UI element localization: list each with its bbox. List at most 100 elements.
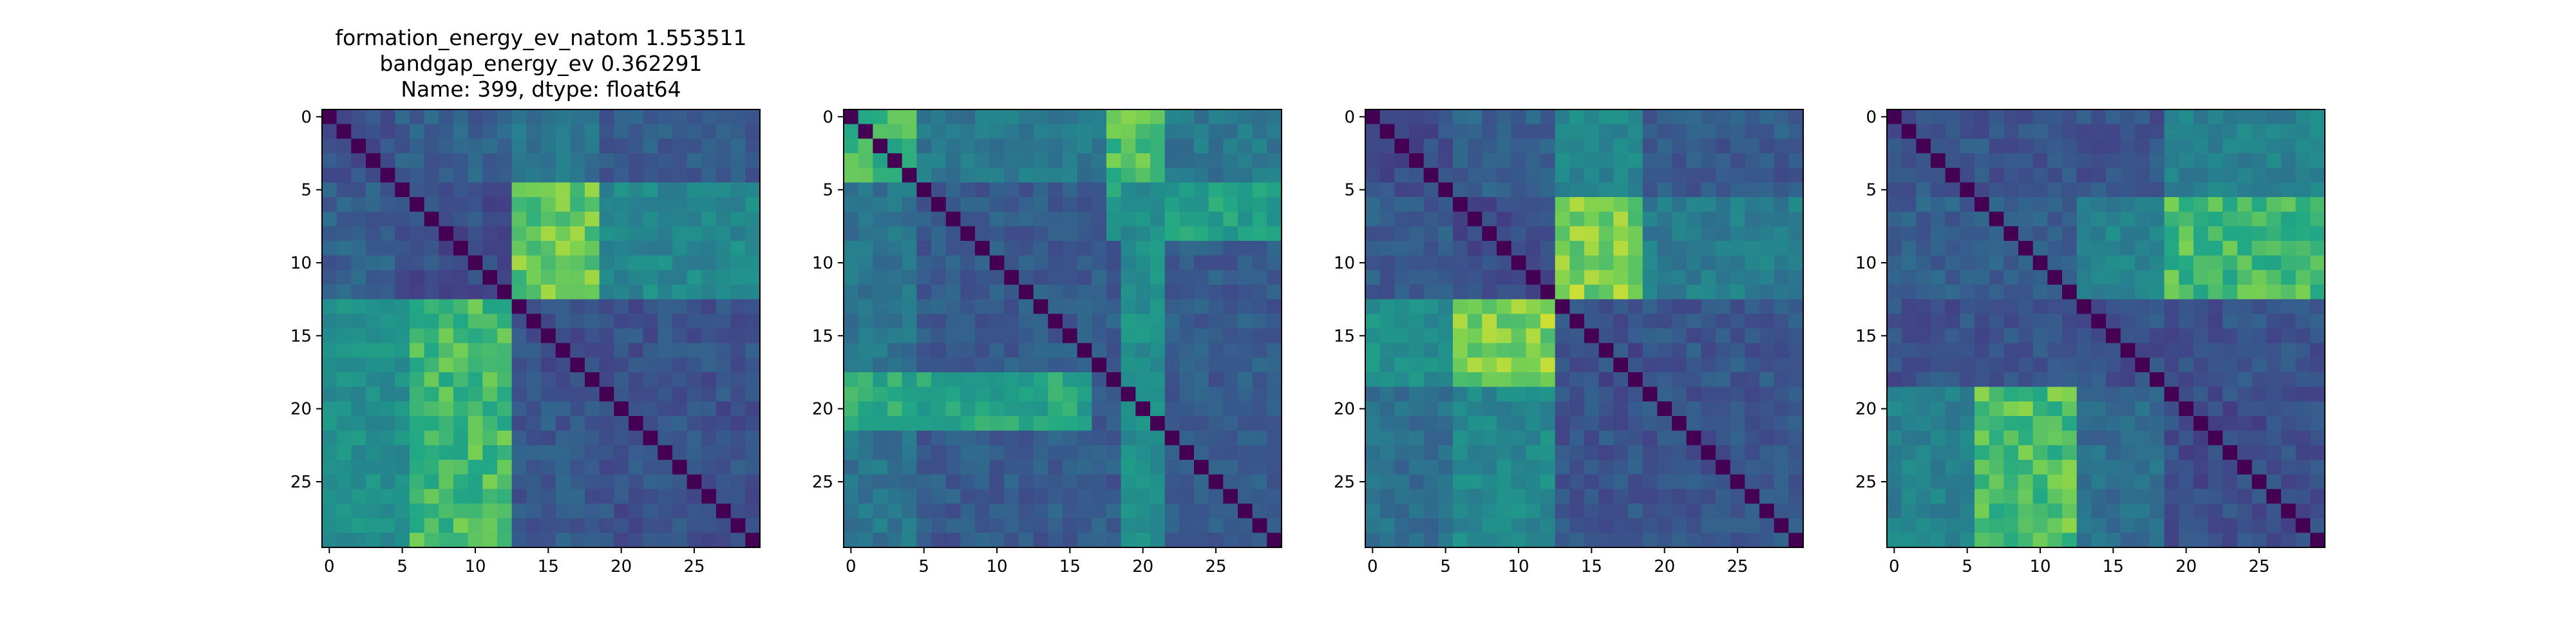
heatmap-cell	[2106, 182, 2121, 198]
heatmap-cell	[1223, 372, 1238, 388]
heatmap-cell	[541, 285, 556, 300]
heatmap-cell	[1208, 504, 1224, 519]
heatmap-cell	[2281, 474, 2297, 489]
heatmap-cell	[2032, 489, 2048, 504]
heatmap-cell	[1788, 211, 1804, 227]
heatmap-cell	[2135, 343, 2150, 358]
heatmap-cell	[1497, 430, 1512, 446]
heatmap-cell	[1716, 518, 1731, 533]
heatmap-cell	[1208, 270, 1224, 285]
heatmap-cell	[643, 124, 658, 139]
heatmap-cell	[1745, 153, 1760, 169]
heatmap-cell	[858, 328, 873, 344]
heatmap-cell	[2266, 372, 2282, 388]
heatmap-cell	[902, 357, 917, 373]
heatmap-cell	[1179, 460, 1195, 475]
heatmap-cell	[1759, 124, 1775, 139]
heatmap-cell	[902, 460, 917, 475]
heatmap-cell	[424, 314, 439, 329]
heatmap-cell	[2135, 167, 2150, 183]
heatmap-cell	[1379, 299, 1395, 314]
heatmap-cell	[1745, 167, 1760, 183]
heatmap-cell	[2076, 241, 2092, 256]
heatmap-cell	[1672, 211, 1687, 227]
heatmap-cell	[1975, 445, 1990, 460]
y-tick-label: 0	[301, 108, 312, 127]
heatmap-cell	[1901, 197, 1917, 213]
heatmap-cell	[439, 357, 454, 373]
heatmap-cell	[902, 167, 917, 183]
heatmap-cell	[658, 401, 673, 417]
x-tick-label: 20	[2175, 557, 2197, 576]
heatmap-cell	[687, 489, 702, 504]
heatmap-cell	[599, 489, 614, 504]
heatmap-cell	[1453, 386, 1468, 402]
heatmap-cell	[1135, 401, 1151, 417]
heatmap-cell	[887, 518, 903, 533]
heatmap-cell	[945, 386, 961, 402]
heatmap-cell	[2193, 226, 2209, 242]
heatmap-cell	[687, 474, 702, 489]
heatmap-cell	[585, 430, 600, 446]
heatmap-cell	[380, 401, 395, 417]
heatmap-cell	[2062, 518, 2078, 533]
heatmap-cell	[1033, 386, 1048, 402]
heatmap-cell	[1526, 138, 1541, 154]
heatmap-cell	[1730, 401, 1745, 417]
heatmap-cell	[2003, 386, 2019, 402]
heatmap-cell	[1759, 314, 1775, 329]
heatmap-cell	[1135, 386, 1151, 402]
heatmap-cell	[1945, 314, 1960, 329]
heatmap-cell	[873, 167, 888, 183]
heatmap-cell	[1628, 430, 1643, 446]
heatmap-cell	[614, 474, 629, 489]
heatmap-cell	[1945, 357, 1960, 373]
heatmap-cell	[1121, 153, 1136, 169]
heatmap-cell	[2106, 153, 2121, 169]
heatmap-cell	[526, 211, 542, 227]
heatmap-cell	[1901, 153, 1917, 169]
heatmap-cell	[1759, 474, 1775, 489]
heatmap-cell	[1365, 314, 1381, 329]
heatmap-cell	[1540, 197, 1556, 213]
heatmap-cell	[1598, 430, 1614, 446]
heatmap-cell	[2106, 197, 2121, 213]
heatmap-cell	[453, 285, 469, 300]
plot-frame	[1886, 109, 2325, 548]
heatmap-cell	[453, 299, 469, 314]
heatmap-cell	[1179, 445, 1195, 460]
heatmap-cell	[1033, 518, 1048, 533]
heatmap-cell	[1989, 182, 2004, 198]
heatmap-cell	[1701, 533, 1716, 548]
heatmap-cell	[1945, 153, 1960, 169]
heatmap-cell	[672, 241, 688, 256]
heatmap-cell	[916, 167, 932, 183]
heatmap-cell	[1092, 372, 1107, 388]
heatmap-cell	[585, 343, 600, 358]
heatmap-cell	[1642, 153, 1658, 169]
heatmap-cell	[1931, 343, 1946, 358]
heatmap-cell	[1916, 285, 1931, 300]
heatmap-cell	[2076, 518, 2092, 533]
heatmap-cell	[1164, 285, 1180, 300]
heatmap-cell	[1106, 386, 1122, 402]
heatmap-cell	[1672, 372, 1687, 388]
heatmap-cell	[395, 109, 410, 125]
heatmap-cell	[1759, 533, 1775, 548]
heatmap-cell	[1526, 153, 1541, 169]
heatmap-cell	[730, 386, 746, 402]
heatmap-cell	[570, 211, 585, 227]
heatmap-cell	[643, 489, 658, 504]
heatmap-cell	[945, 489, 961, 504]
heatmap-cell	[2281, 533, 2297, 548]
heatmap-cell	[1975, 518, 1990, 533]
x-tick-label: 10	[1508, 557, 1529, 576]
heatmap-cell	[1194, 138, 1209, 154]
heatmap-cell	[989, 270, 1005, 285]
heatmap-cell	[1004, 445, 1019, 460]
heatmap-cell	[366, 430, 381, 446]
heatmap-cell	[366, 255, 381, 270]
heatmap-cell	[511, 211, 527, 227]
y-tick-label: 0	[1344, 108, 1355, 127]
heatmap-cell	[1931, 138, 1946, 154]
